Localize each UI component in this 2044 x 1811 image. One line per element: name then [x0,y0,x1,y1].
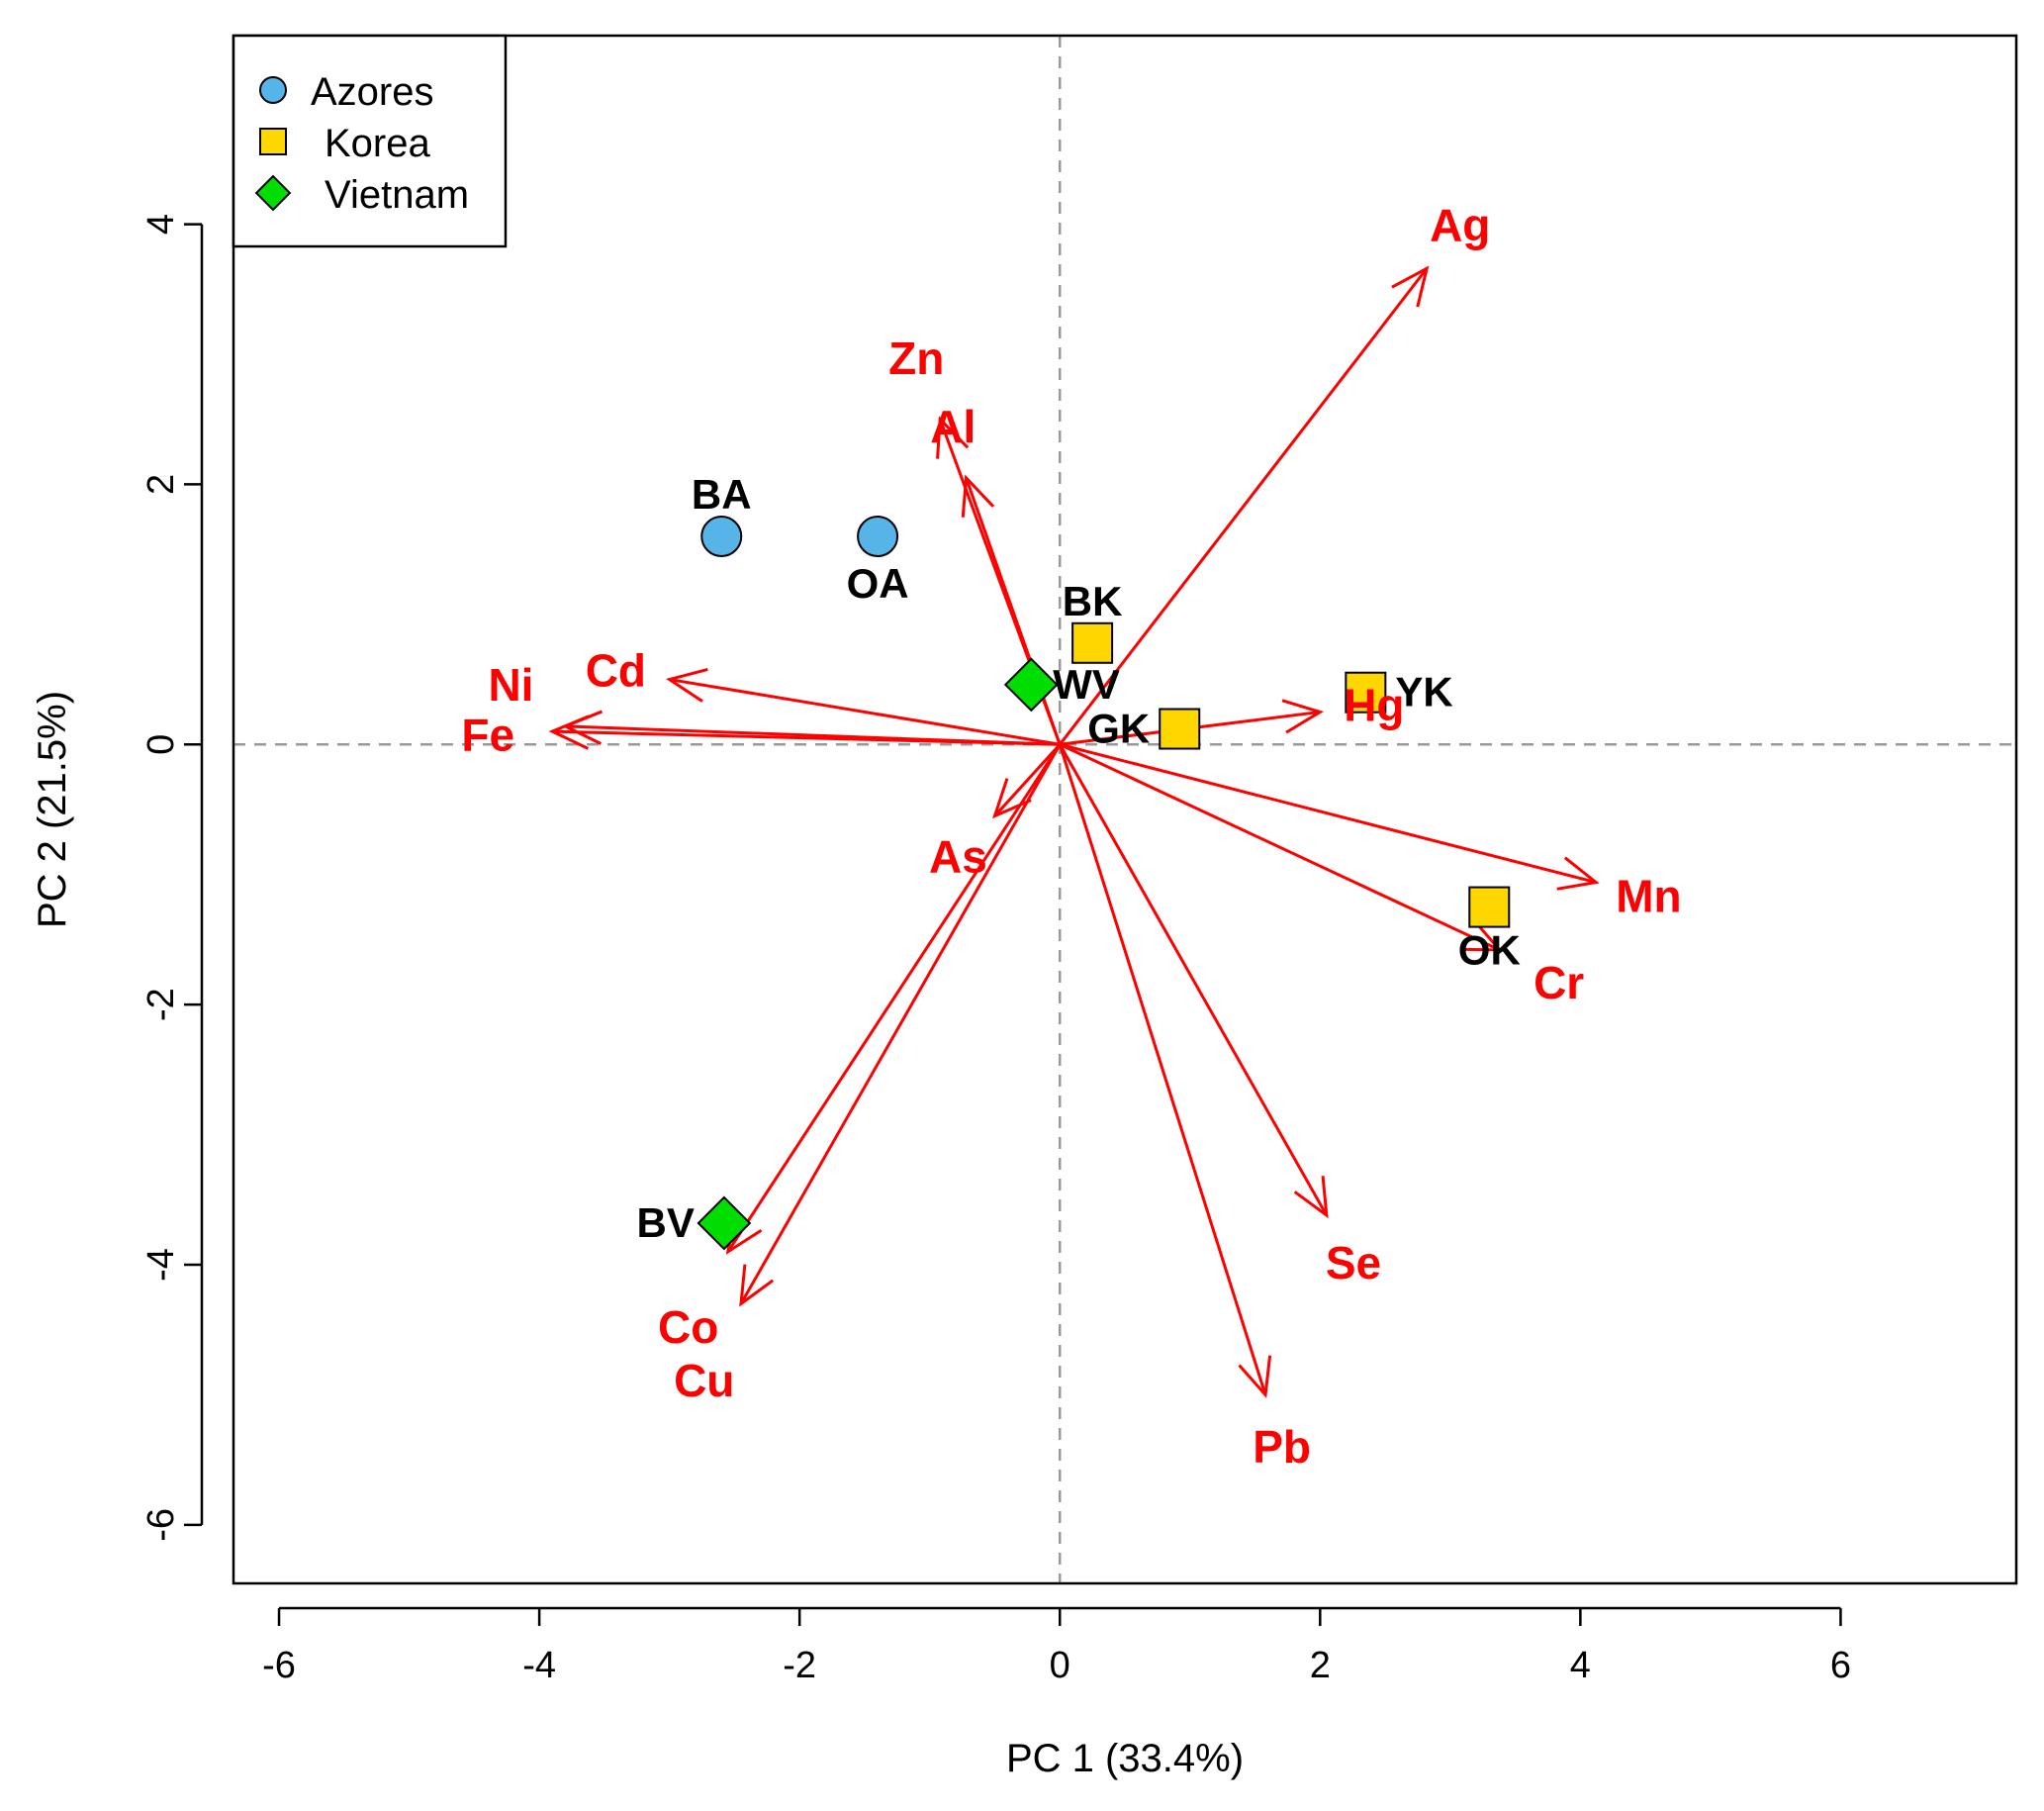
loading-label-pb: Pb [1253,1421,1311,1473]
sample-label-bk: BK [1063,578,1123,624]
sample-point-ba [700,516,743,557]
plot-frame [232,34,2018,1585]
loading-arrowhead-ag [1391,265,1430,308]
x-tick-label: -2 [783,1645,816,1686]
loading-arrowhead-cu [739,1264,775,1307]
legend-label-azores: Azores [311,70,434,114]
y-tick-label: 2 [140,474,182,495]
loading-arrowhead-al [961,474,995,518]
loading-arrowhead-pb [1238,1355,1272,1398]
sample-label-ba: BA [692,471,752,518]
loading-arrowhead-cr [1459,918,1504,952]
loading-arrowhead-cd [666,668,708,703]
x-tick-label: -4 [522,1645,556,1686]
loading-label-se: Se [1326,1237,1381,1288]
loading-label-cd: Cd [586,645,646,697]
loading-arrow-ag [1059,267,1429,746]
loading-label-cu: Cu [674,1355,734,1406]
loading-label-mn: Mn [1616,870,1681,921]
legend-marker-korea [259,128,287,155]
sample-label-bv: BV [637,1199,695,1246]
legend-marker-vietnam [254,174,292,212]
loading-label-cr: Cr [1533,957,1584,1008]
sample-label-yk: YK [1395,669,1452,715]
loading-label-fe: Fe [461,710,514,761]
loading-arrow-co [726,743,1062,1253]
x-tick-label: 6 [1830,1645,1851,1686]
sample-label-gk: GK [1087,706,1150,752]
sample-point-yk [1345,671,1387,714]
sample-point-ok [1468,886,1511,928]
loading-arrow-mn [1059,742,1597,885]
loading-arrow-se [1058,743,1329,1216]
sample-label-oa: OA [847,560,909,607]
loading-arrowhead-hg [1281,699,1324,734]
x-tick-label: -6 [262,1645,296,1686]
loading-label-al: Al [930,401,976,452]
x-tick-label: 4 [1570,1645,1591,1686]
sample-point-gk [1159,708,1201,750]
loading-arrow-pb [1058,743,1267,1395]
loading-arrow-cr [1059,742,1501,952]
loading-label-ni: Ni [488,659,533,711]
loading-label-co: Co [658,1301,718,1353]
sample-label-wv: WV [1053,661,1120,708]
y-axis-title: PC 2 (21.5%) [31,691,74,928]
loading-arrowhead-mn [1556,856,1600,891]
y-tick-label: -2 [140,988,182,1021]
y-tick-label: -6 [140,1508,182,1542]
sample-point-oa [857,516,899,557]
x-tick-label: 0 [1050,1645,1070,1686]
loading-label-hg: Hg [1344,680,1404,731]
legend-label-korea: Korea [325,122,430,165]
x-tick-label: 2 [1310,1645,1331,1686]
loading-arrowhead-fe [548,715,590,750]
loading-label-as: As [929,830,987,882]
y-tick-label: 4 [140,214,182,235]
legend-marker-azores [259,76,287,104]
x-axis-title: PC 1 (33.4%) [1006,1737,1244,1780]
loading-arrow-as [993,743,1062,817]
loading-arrow-fe [552,729,1061,746]
loading-arrowhead-zn [936,416,970,459]
loading-arrow-al [965,477,1062,745]
sample-point-bk [1071,621,1114,664]
loading-arrowhead-se [1293,1176,1329,1219]
loading-arrow-cd [669,678,1061,746]
sample-point-wv [1003,657,1059,713]
y-tick-label: 0 [140,734,182,755]
legend-label-vietnam: Vietnam [325,173,469,217]
y-tick-label: -4 [140,1248,182,1282]
sample-label-ok: OK [1458,927,1521,974]
loading-label-zn: Zn [888,333,944,384]
loading-label-ag: Ag [1430,200,1490,251]
sample-point-bv [697,1195,752,1251]
loading-arrow-cu [739,743,1062,1305]
